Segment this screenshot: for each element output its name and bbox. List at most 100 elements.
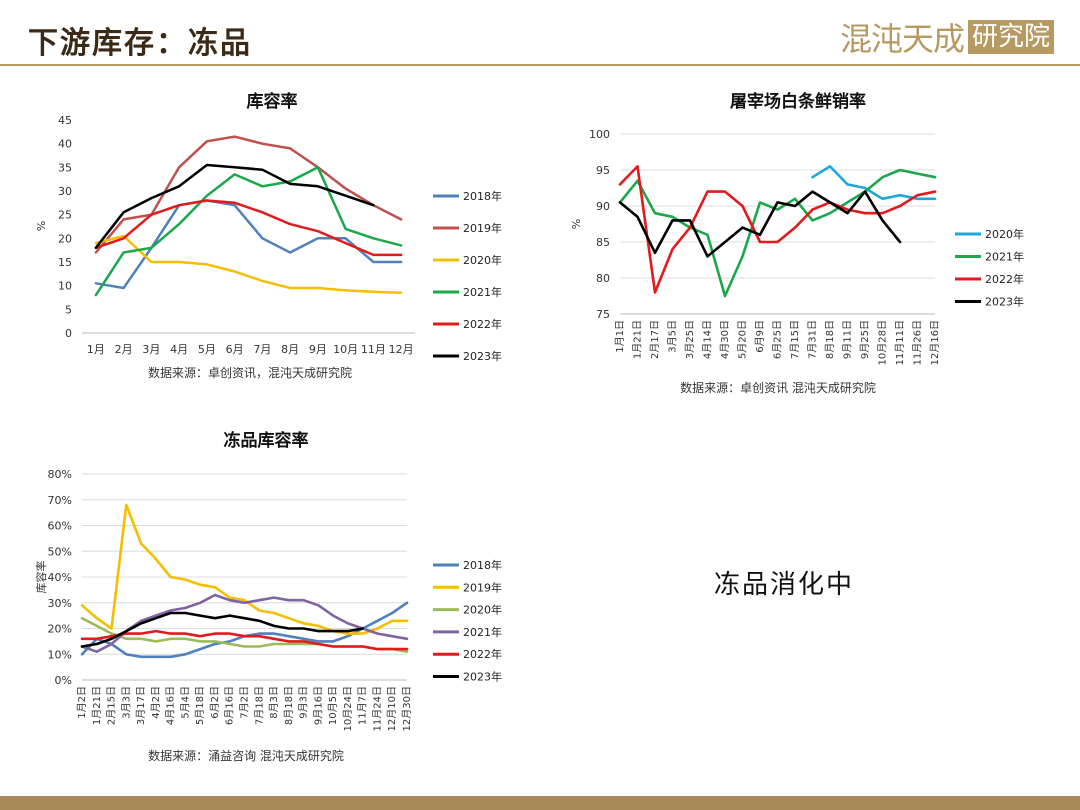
chart-0-ytick-label: 45 [58, 114, 72, 127]
chart-2-xtick-label: 4月2日 [150, 686, 162, 719]
chart-1-xtick-label: 11月11日 [894, 320, 906, 365]
chart-1-xtick-label: 3月25日 [684, 320, 696, 359]
chart-0-xtick-label: 4月 [170, 343, 188, 356]
chart-2-xtick-label: 6月16日 [224, 686, 236, 725]
chart-0-xtick-label: 6月 [226, 343, 244, 356]
chart-2-ytick-label: 30% [48, 597, 72, 610]
chart-2-source: 数据来源：涌益咨询 混沌天成研究院 [148, 748, 344, 763]
chart-0-title: 库容率 [247, 91, 298, 112]
chart-0-legend-label: 2021年 [463, 285, 502, 299]
chart-0-ytick-label: 25 [58, 209, 72, 222]
chart-2-ytick-label: 80% [48, 468, 72, 481]
chart-1-xtick-label: 7月15日 [789, 320, 801, 359]
chart-1-legend-label: 2023年 [985, 295, 1024, 309]
chart-0-xtick-label: 8月 [281, 343, 299, 356]
chart-1-xtick-label: 10月28日 [877, 320, 889, 365]
chart-2-xtick-label: 5月18日 [194, 686, 206, 725]
chart-0-ytick-label: 5 [65, 303, 72, 316]
chart-1-legend-label: 2021年 [985, 250, 1024, 264]
chart-1-series-line [811, 165, 937, 201]
chart-1-ytick-label: 95 [596, 164, 610, 177]
logo-text: 混沌天成 [839, 20, 965, 58]
chart-2-ytick-label: 60% [48, 520, 72, 533]
chart-2-ytick-label: 10% [48, 648, 72, 661]
chart-0-legend-label: 2020年 [463, 253, 502, 267]
page-title: 下游库存：冻品 [28, 26, 252, 61]
chart-2-xtick-label: 10月24日 [342, 686, 354, 731]
chart-1-ytick-label: 80 [596, 272, 610, 285]
chart-0-series-line [94, 166, 403, 297]
chart-2-series-line [80, 593, 409, 653]
chart-1-xtick-label: 9月25日 [859, 320, 871, 359]
chart-0-xtick-label: 2月 [115, 343, 133, 356]
commentary-text: 冻品消化中 [714, 570, 855, 600]
chart-2-legend-label: 2022年 [463, 647, 502, 661]
chart-1-xtick-label: 1月1日 [614, 320, 626, 353]
chart-2-xtick-label: 11月24日 [371, 686, 383, 731]
chart-2-ytick-label: 20% [48, 623, 72, 636]
chart-1-legend-label: 2022年 [985, 272, 1024, 286]
chart-0-ytick-label: 0 [65, 327, 72, 340]
chart-1-ytick-label: 85 [596, 236, 610, 249]
chart-2-legend-label: 2023年 [463, 670, 502, 684]
chart-0-xtick-label: 3月 [142, 343, 160, 356]
chart-2-ytick-label: 40% [48, 571, 72, 584]
chart-0-ytick-label: 40 [58, 138, 72, 151]
chart-2-xtick-label: 1月2日 [76, 686, 88, 719]
chart-2-xtick-label: 9月3日 [298, 686, 310, 719]
chart-0-xtick-label: 11月 [361, 343, 386, 356]
chart-2-xtick-label: 2月15日 [106, 686, 118, 725]
chart-0-xtick-label: 7月 [253, 343, 271, 356]
chart-0-ytick-label: 35 [58, 161, 72, 174]
chart-1-xtick-label: 3月5日 [667, 320, 679, 353]
chart-2-xtick-label: 12月10日 [386, 686, 398, 731]
chart-2-legend-label: 2020年 [463, 603, 502, 617]
chart-2-xtick-label: 9月16日 [312, 686, 324, 725]
header-divider [0, 64, 1080, 66]
chart-0-xtick-label: 9月 [309, 343, 327, 356]
chart-1-xtick-label: 7月31日 [807, 320, 819, 359]
chart-2-ylabel: 库容率 [34, 561, 48, 594]
chart-1-xtick-label: 11月26日 [912, 320, 924, 365]
chart-0-series-line [94, 163, 375, 250]
chart-0-legend-label: 2018年 [463, 189, 502, 203]
chart-0-ylabel: % [35, 221, 48, 231]
chart-2-series-line [80, 629, 409, 651]
chart-0-series-line [94, 199, 403, 257]
chart-1-xtick-label: 6月9日 [754, 320, 766, 353]
chart-2-title: 冻品库容率 [224, 430, 309, 451]
chart-0-xtick-label: 5月 [198, 343, 216, 356]
chart-2-xtick-label: 5月4日 [179, 686, 191, 719]
chart-1-xtick-label: 8月18日 [824, 320, 836, 359]
chart-2-xtick-label: 11月7日 [357, 686, 369, 725]
chart-0-ytick-label: 15 [58, 256, 72, 269]
chart-0-ytick-label: 20 [58, 232, 72, 245]
chart-1-series-line [618, 168, 937, 298]
chart-2-xtick-label: 8月3日 [268, 686, 280, 719]
chart-2-legend-label: 2019年 [463, 580, 502, 594]
chart-0-series-line [94, 234, 403, 295]
chart-1-legend-label: 2020年 [985, 227, 1024, 241]
chart-1-xtick-label: 4月30日 [719, 320, 731, 359]
chart-1-ytick-label: 75 [596, 308, 610, 321]
chart-2-xtick-label: 3月17日 [135, 686, 147, 725]
chart-2-series-line [80, 611, 364, 648]
chart-1-xtick-label: 2月17日 [649, 320, 661, 359]
chart-2-legend-label: 2018年 [463, 558, 502, 572]
chart-2-xtick-label: 10月5日 [327, 686, 339, 725]
chart-0-legend-label: 2022年 [463, 317, 502, 331]
chart-1-xtick-label: 5月20日 [737, 320, 749, 359]
chart-1-series-line [618, 190, 902, 258]
brand-logo: 混沌天成 研究院 [840, 14, 1054, 60]
chart-1-ylabel: % [570, 219, 583, 229]
chart-2-xtick-label: 7月2日 [239, 686, 251, 719]
chart-2-xtick-label: 8月18日 [283, 686, 295, 725]
chart-1-xtick-label: 1月21日 [632, 320, 644, 359]
chart-0-xtick-label: 10月 [333, 343, 358, 356]
chart-1-source: 数据来源：卓创资讯 混沌天成研究院 [680, 380, 876, 395]
chart-1-xtick-label: 9月11日 [842, 320, 854, 359]
chart-0-source: 数据来源：卓创资讯，混沌天成研究院 [148, 365, 352, 380]
chart-2-ytick-label: 70% [48, 494, 72, 507]
chart-1-title: 屠宰场白条鲜销率 [730, 91, 866, 112]
chart-2-xtick-label: 7月18日 [253, 686, 265, 725]
